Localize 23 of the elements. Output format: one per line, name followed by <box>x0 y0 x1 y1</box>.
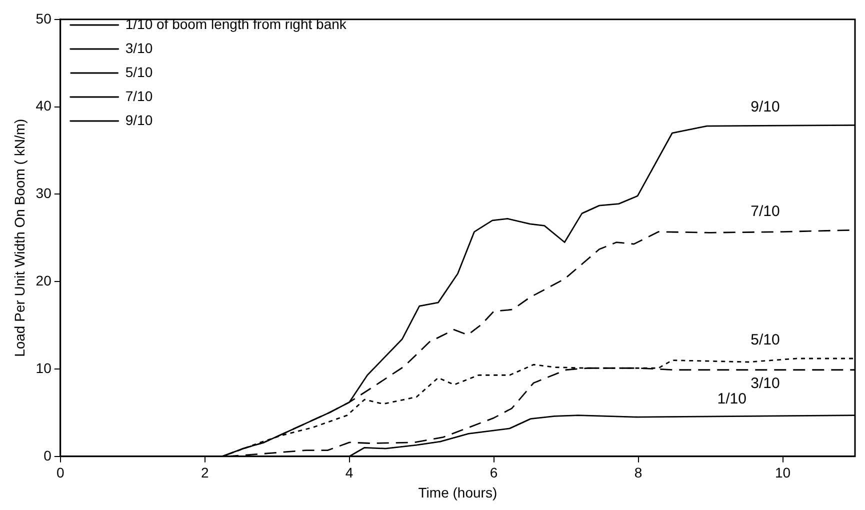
legend-label: 9/10 <box>125 112 153 128</box>
x-tick-label: 8 <box>634 464 642 481</box>
annotation: 3/10 <box>750 375 780 392</box>
x-tick-label: 2 <box>200 464 209 481</box>
y-tick-label: 50 <box>36 10 52 26</box>
x-tick-label: 10 <box>774 464 791 481</box>
y-axis-title: Load Per Unit Width On Boom ( kN/m) <box>11 118 28 357</box>
annotation: 1/10 <box>717 390 746 408</box>
legend-label: 7/10 <box>125 88 153 104</box>
legend-label: 3/10 <box>125 40 153 56</box>
y-tick-label: 30 <box>36 185 52 202</box>
y-tick-label: 20 <box>36 272 52 288</box>
annotation: 5/10 <box>750 332 780 349</box>
x-tick-label: 4 <box>345 464 354 481</box>
x-tick-label: 6 <box>490 464 498 481</box>
annotation: 7/10 <box>750 203 780 220</box>
legend-label: 5/10 <box>125 64 153 80</box>
x-axis-title: Time (hours) <box>418 484 498 500</box>
y-tick-label: 10 <box>36 360 52 376</box>
x-tick-label: 0 <box>56 464 64 481</box>
annotation: 9/10 <box>750 98 780 116</box>
y-tick-label: 0 <box>44 447 52 464</box>
y-tick-label: 40 <box>36 98 52 114</box>
